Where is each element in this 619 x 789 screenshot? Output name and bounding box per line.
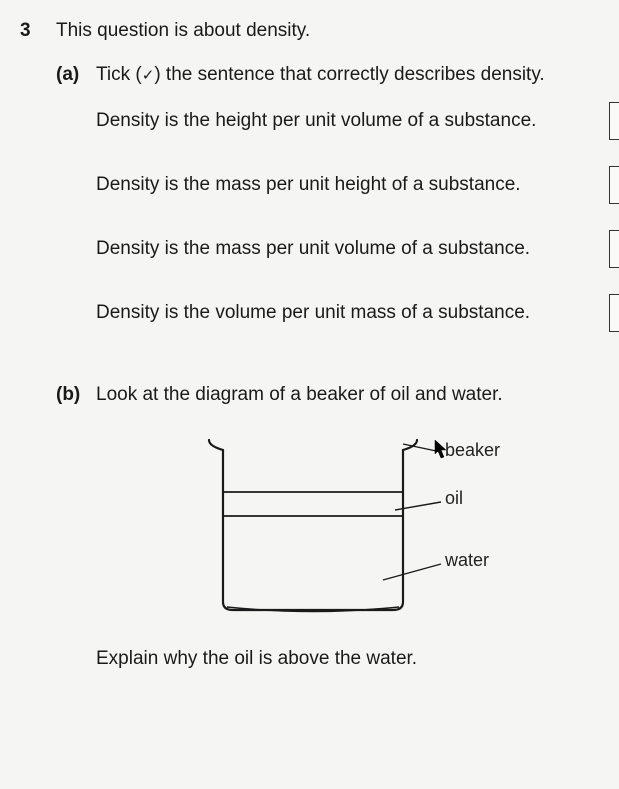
svg-text:oil: oil (445, 488, 463, 508)
option-checkbox[interactable] (609, 102, 619, 140)
tick-icon: ✓ (142, 67, 155, 84)
option-text: Density is the mass per unit height of a… (96, 174, 609, 196)
option-checkbox[interactable] (609, 230, 619, 268)
option-text: Density is the height per unit volume of… (96, 110, 609, 132)
beaker-diagram: beaker oil water (163, 430, 503, 620)
svg-text:beaker: beaker (445, 440, 500, 460)
option-checkbox[interactable] (609, 294, 619, 332)
part-b-explain: Explain why the oil is above the water. (96, 648, 609, 670)
option-checkbox[interactable] (609, 166, 619, 204)
option-text: Density is the mass per unit volume of a… (96, 238, 609, 260)
question-number: 3 (20, 20, 40, 42)
part-b-label: (b) (56, 384, 86, 406)
part-a-prompt: Tick (✓) the sentence that correctly des… (96, 64, 545, 86)
question-intro: This question is about density. (56, 20, 310, 42)
prompt-before: Tick ( (96, 64, 142, 85)
svg-text:water: water (444, 550, 489, 570)
prompt-after: ) the sentence that correctly describes … (154, 64, 544, 85)
part-b-prompt: Look at the diagram of a beaker of oil a… (96, 384, 503, 406)
option-text: Density is the volume per unit mass of a… (96, 302, 609, 324)
part-a-label: (a) (56, 64, 86, 86)
